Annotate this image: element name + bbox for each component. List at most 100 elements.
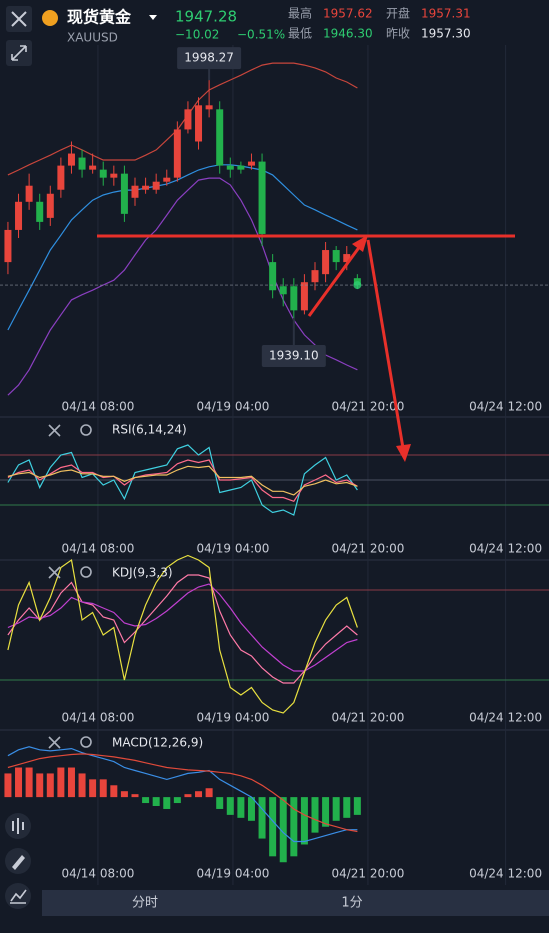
candle-body [311,270,319,283]
macd-bar [152,797,160,806]
chart-icon [10,889,27,904]
macd-bar [67,767,75,798]
candle-body [184,109,192,130]
stat-value: 1957.30 [421,27,471,41]
macd-bar [279,797,287,863]
x-tick-label: 04/19 04:00 [196,711,269,725]
macd-bar [290,797,298,857]
candle-body [247,161,255,166]
candle-body [78,157,86,170]
candle-body [36,201,44,222]
candle-body [322,250,330,275]
candle-body [110,173,118,178]
x-tick-label: 04/14 08:00 [61,542,134,556]
current-dot [353,281,362,290]
annotation-label: 1939.10 [269,348,319,362]
gold-icon [42,10,58,26]
x-tick-label: 04/24 12:00 [469,542,542,556]
stat-label: 开盘 [386,6,410,21]
tab[interactable]: 1分 [341,896,362,911]
candle-body [67,153,75,166]
dropdown-icon[interactable] [149,15,157,20]
macd-bar [195,791,203,798]
macd-bar [142,797,150,804]
x-tick-label: 04/19 04:00 [196,400,269,414]
panel-icons [48,424,92,749]
macd-bar [163,797,171,809]
panel-title: RSI(6,14,24) [112,423,187,437]
indicator-line [7,753,358,833]
candle-body [57,165,65,190]
collapse-icon [11,45,27,61]
macd-bar [25,767,33,798]
macd-bar [332,797,340,821]
panel-settings[interactable] [80,736,92,748]
candle-body [332,250,340,263]
macd-bar [216,797,224,809]
macd-bar [89,779,97,798]
macd-bar [343,797,351,818]
x-tick-label: 04/21 20:00 [331,711,404,725]
macd-bar [205,788,213,798]
candle-body [279,286,287,295]
macd-bar [99,779,107,798]
macd-bar [269,797,277,857]
stat-value: 1957.31 [421,7,471,21]
macd-bar [4,773,12,798]
panel-close[interactable] [48,736,61,749]
x-tick-label: 04/14 08:00 [61,711,134,725]
stat-label: 最高 [288,6,312,21]
macd-bar [353,797,361,815]
candle-body [142,185,150,190]
x-tick-label: 04/24 12:00 [469,711,542,725]
drawn-arrow[interactable] [307,241,365,317]
symbol: XAUUSD [67,31,118,45]
candle-body [269,262,277,291]
annotation-box [261,344,326,367]
drawn-arrow[interactable] [366,239,405,449]
x-tick-label: 04/19 04:00 [196,867,269,881]
x-tick-label: 04/21 20:00 [331,542,404,556]
indicator-line [7,444,358,516]
stat-value: 1957.62 [323,7,373,21]
panel-close[interactable] [48,566,61,579]
stat-value: 1946.30 [323,27,373,41]
candle-body [46,193,54,218]
sidebar [5,40,32,909]
candle-body [15,201,23,230]
panel-close[interactable] [48,424,61,437]
candle-body [205,105,213,110]
indicator-line [7,583,358,672]
tab[interactable]: 分时 [132,896,158,911]
macd-bar [46,773,54,798]
plots: 1998.27 1939.10 04/14 08:00 04/19 04:00 04/2… [0,45,549,885]
period-tabs: 分时 1分 [42,890,549,916]
x-tick-label: 04/21 20:00 [331,400,404,414]
candle-body [120,173,128,214]
candle-body [237,165,245,170]
candle-body [99,169,107,178]
candle-body [300,282,308,311]
candle-body [258,161,266,234]
instrument-name[interactable]: 现货黄金 [67,8,132,27]
macd-bar [247,797,255,821]
stat-label: 最低 [288,27,312,41]
macd-bar [78,773,86,798]
header: 现货黄金 XAUUSD 1947.28 −10.02 −0.51% 最高 195… [6,6,471,45]
macd-bar [110,785,118,798]
macd-bar [237,797,245,818]
stat-label: 昨收 [386,27,410,41]
indicator-line [7,746,358,843]
candle-body [343,254,351,263]
panel-settings[interactable] [80,566,92,578]
candle-body [4,229,12,263]
x-tick-label: 04/21 20:00 [331,867,404,881]
macd-bar [15,767,23,798]
panel-settings[interactable] [80,424,92,436]
annotation-box [177,47,242,70]
annotation-label: 1998.27 [184,51,234,65]
indicator-line [7,164,358,331]
indicator-line [7,459,358,503]
